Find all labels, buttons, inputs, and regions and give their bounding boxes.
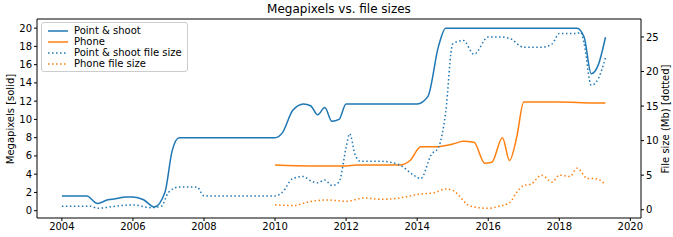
svg-text:12: 12 <box>19 96 32 107</box>
svg-text:2014: 2014 <box>404 221 429 232</box>
svg-text:8: 8 <box>26 132 32 143</box>
svg-text:2016: 2016 <box>475 221 500 232</box>
svg-text:2004: 2004 <box>49 221 74 232</box>
svg-text:6: 6 <box>26 150 32 161</box>
svg-text:0: 0 <box>26 205 32 216</box>
html-text:Megapixels [solid]: Megapixels [solid] <box>4 73 16 164</box>
svg-text:10: 10 <box>19 114 32 125</box>
svg-text:14: 14 <box>19 77 32 88</box>
html-text:Megapixels vs. file sizes: Megapixels vs. file sizes <box>267 2 411 16</box>
svg-text:18: 18 <box>19 41 32 52</box>
html-text:Point & shoot: Point & shoot <box>74 25 141 36</box>
svg-text:2020: 2020 <box>618 221 643 232</box>
svg-text:2006: 2006 <box>120 221 145 232</box>
html-text:Phone: Phone <box>74 36 105 47</box>
svg-text:25: 25 <box>646 32 659 43</box>
svg-text:20: 20 <box>19 23 32 34</box>
svg-text:10: 10 <box>646 135 659 146</box>
svg-text:2010: 2010 <box>262 221 287 232</box>
svg-text:20: 20 <box>646 66 659 77</box>
svg-text:0: 0 <box>646 204 652 215</box>
html-text:Point & shoot file size: Point & shoot file size <box>74 47 182 58</box>
svg-text:2012: 2012 <box>333 221 358 232</box>
html-text:Phone file size: Phone file size <box>74 58 146 69</box>
svg-text:15: 15 <box>646 101 659 112</box>
html-text:File size (Mb) [dotted]: File size (Mb) [dotted] <box>659 64 671 173</box>
svg-text:2018: 2018 <box>547 221 572 232</box>
svg-text:2008: 2008 <box>191 221 216 232</box>
svg-text:4: 4 <box>26 169 32 180</box>
svg-text:2: 2 <box>26 187 32 198</box>
svg-text:5: 5 <box>646 170 652 181</box>
svg-text:16: 16 <box>19 59 32 70</box>
